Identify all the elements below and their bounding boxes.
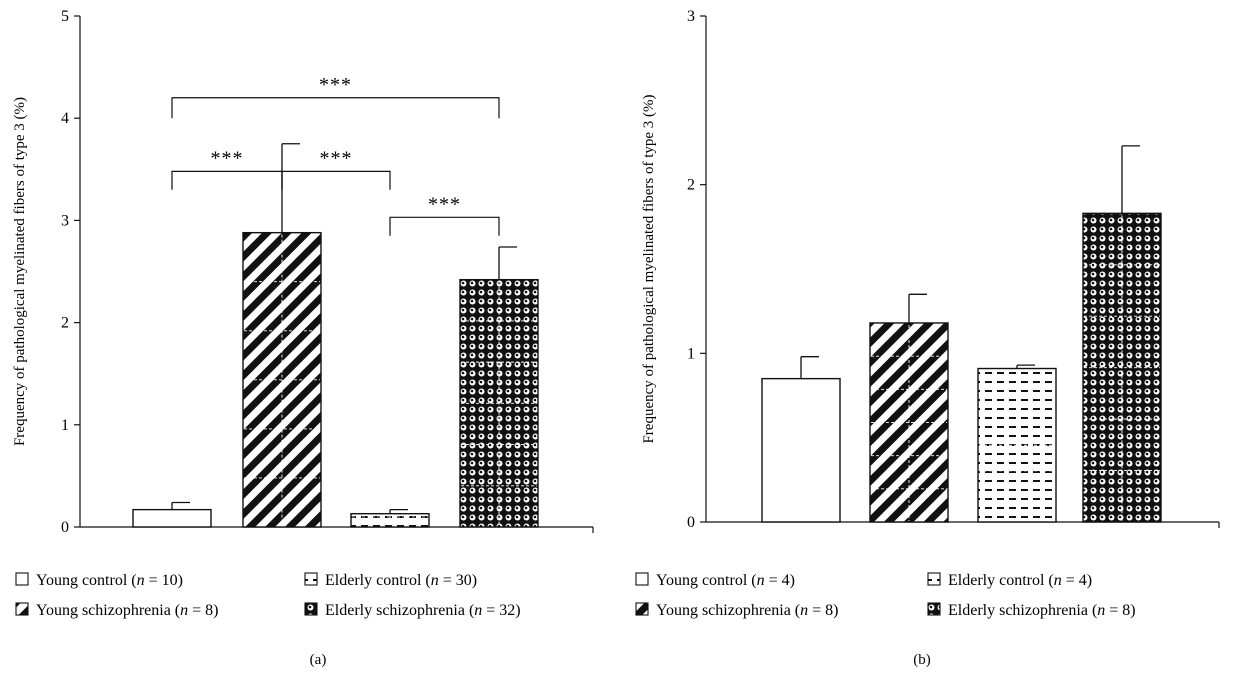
legend-item: Elderly control (n = 4) [927, 572, 1092, 589]
significance-label: *** [428, 193, 461, 215]
y-axis-label: Frequency of pathological myelinated fib… [641, 94, 657, 443]
y-tick-label: 3 [687, 8, 695, 25]
bracket-line [281, 170, 391, 190]
legend-swatch [304, 602, 318, 616]
legend-swatch [15, 572, 29, 586]
y-tick-label: 4 [61, 110, 69, 127]
chart-panel-a: 0 1 2 3 4 5 Frequency of pathological myelinat… [12, 8, 594, 668]
legend-item: Elderly schizophrenia (n = 32) [304, 602, 521, 619]
legend-label: Young control (n = 4) [656, 572, 795, 589]
y-tick-label: 2 [687, 177, 695, 194]
significance-bracket: *** [281, 147, 391, 190]
significance-label: *** [319, 74, 352, 96]
legend-swatch [15, 602, 29, 616]
legend-item: Elderly control (n = 30) [304, 572, 477, 589]
y-tick-label: 0 [687, 514, 695, 531]
significance-bracket: *** [171, 74, 500, 119]
bar [761, 377, 841, 523]
panel-label: (b) [913, 652, 931, 668]
bracket-line [171, 170, 283, 190]
bar-group-young-schizophrenia [869, 293, 949, 523]
legend-item: Young schizophrenia (n = 8) [635, 602, 839, 619]
chart-panel-b: 0 1 2 3 Frequency of pathological myelinated… [635, 8, 1220, 668]
legend-swatch [927, 602, 941, 616]
significance-label: *** [320, 147, 353, 169]
legend-swatch [304, 572, 318, 586]
bracket-line [171, 97, 500, 119]
y-axis-label: Frequency of pathological myelinated fib… [12, 97, 28, 446]
legend-label: Elderly schizophrenia (n = 32) [325, 602, 521, 619]
bar-group-young-schizophrenia [242, 143, 322, 528]
bracket-line [389, 216, 500, 236]
legend-label: Young schizophrenia (n = 8) [656, 602, 839, 619]
legend-label: Elderly control (n = 30) [325, 572, 477, 589]
legend-item: Young schizophrenia (n = 8) [15, 602, 219, 619]
legend-swatch [635, 602, 649, 616]
bar-group-young-control [761, 356, 841, 523]
y-tick-label: 1 [61, 417, 69, 434]
legend-label: Elderly schizophrenia (n = 8) [948, 602, 1136, 619]
bar-group-elderly-control [350, 508, 430, 528]
bar-group-elderly-schizophrenia [1082, 145, 1162, 523]
y-tick-label: 2 [61, 315, 69, 332]
legend-label: Young control (n = 10) [36, 572, 183, 589]
legend-swatch [927, 572, 941, 586]
legend-item: Young control (n = 10) [15, 572, 183, 589]
y-tick-label: 3 [61, 212, 69, 229]
legend-item: Elderly schizophrenia (n = 8) [927, 602, 1136, 619]
y-tick-label: 1 [687, 345, 695, 362]
bar-group-elderly-schizophrenia [459, 246, 539, 528]
bar [132, 508, 212, 528]
significance-label: *** [211, 147, 244, 169]
bar-group-elderly-control [977, 364, 1057, 523]
legend-label: Young schizophrenia (n = 8) [36, 602, 219, 619]
legend-swatch [635, 572, 649, 586]
significance-bracket: *** [389, 193, 500, 236]
significance-bracket: *** [171, 147, 283, 190]
legend-item: Young control (n = 4) [635, 572, 795, 589]
y-tick-label: 0 [61, 519, 69, 536]
legend-label: Elderly control (n = 4) [948, 572, 1092, 589]
panel-label: (a) [310, 652, 327, 668]
bar-group-young-control [132, 501, 212, 528]
y-tick-label: 5 [61, 8, 69, 25]
